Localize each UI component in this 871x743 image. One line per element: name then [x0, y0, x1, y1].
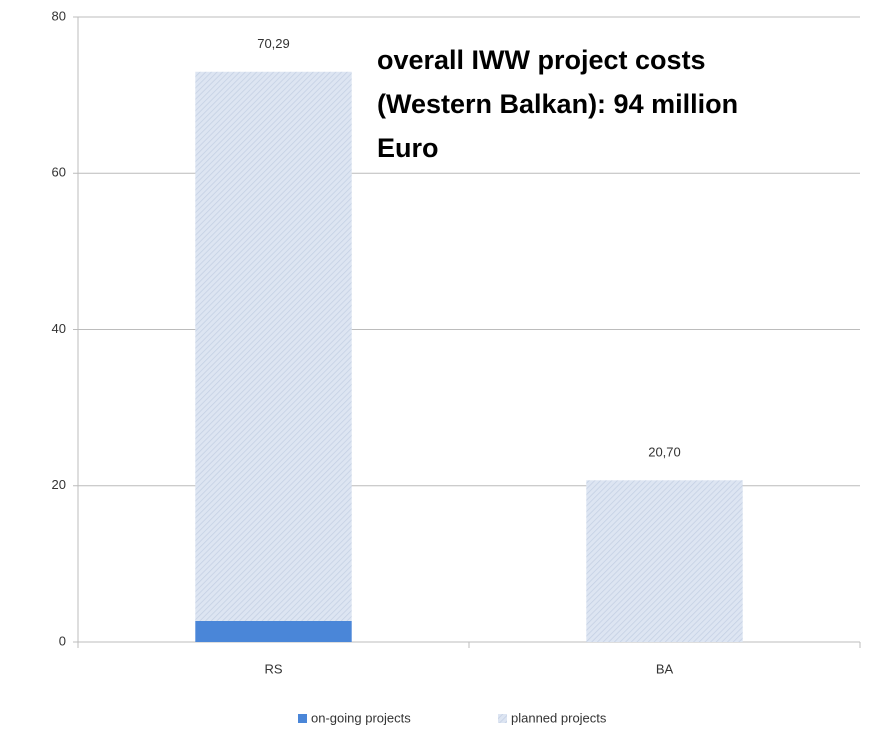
annotation: overall IWW project costs	[377, 45, 706, 75]
legend-label: on-going projects	[311, 710, 411, 725]
x-tick-label: RS	[264, 661, 282, 676]
y-tick-label: 60	[52, 165, 66, 180]
bar-segment	[195, 620, 352, 642]
annotation: Euro	[377, 133, 439, 163]
data-label: 70,29	[257, 36, 290, 51]
data-label: 20,70	[648, 445, 681, 460]
y-tick-label: 80	[52, 8, 66, 23]
y-tick-label: 40	[52, 321, 66, 336]
annotation: (Western Balkan): 94 million	[377, 89, 738, 119]
y-tick-label: 20	[52, 477, 66, 492]
y-tick-label: 0	[59, 633, 66, 648]
x-tick-label: BA	[656, 661, 674, 676]
legend-label: planned projects	[511, 710, 607, 725]
bar-segment	[195, 71, 352, 621]
legend-swatch	[298, 714, 307, 723]
bar-segment	[586, 480, 743, 642]
legend-swatch	[498, 714, 507, 723]
